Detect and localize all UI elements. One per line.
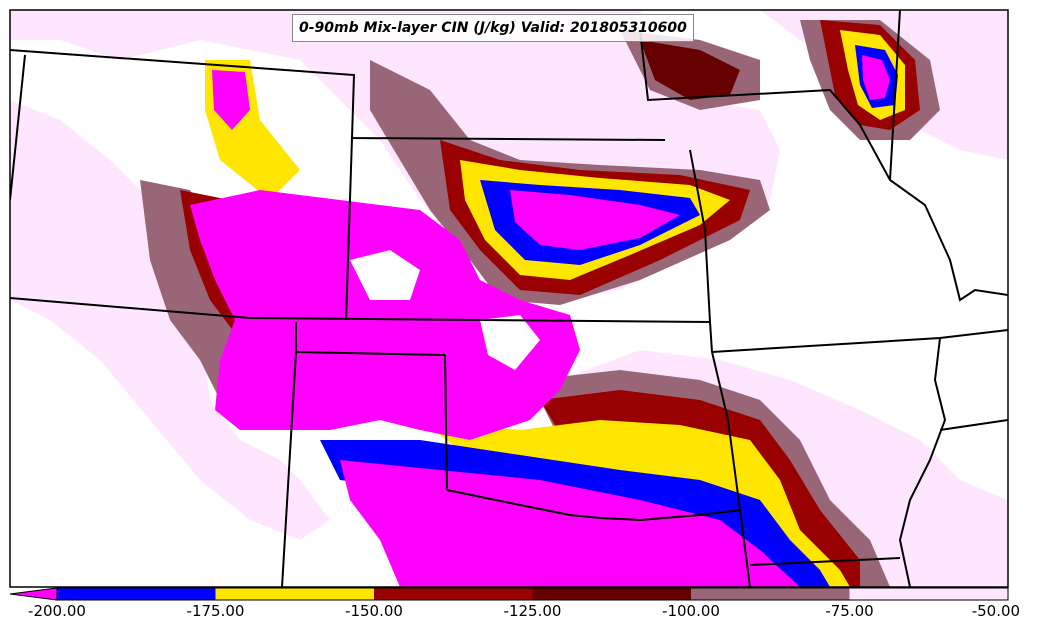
- state-boundaries: [10, 10, 1008, 587]
- colorbar-outline: [56, 587, 1009, 601]
- border-ia-mo: [889, 10, 901, 181]
- colorbar-bin-4: [691, 588, 850, 600]
- colorbar-tick-label: -200.00: [28, 602, 86, 620]
- border-mississippi: [898, 337, 947, 587]
- cin-field-clear-hole-2: [480, 315, 540, 370]
- border-ok-north: [295, 351, 446, 356]
- border-ok-west: [444, 354, 448, 491]
- colorbar: [9, 587, 1009, 601]
- border-ok-east: [711, 351, 751, 587]
- map-title: 0-90mb Mix-layer CIN (J/kg) Valid: 20180…: [292, 14, 694, 42]
- border-ok-panhandle: [281, 322, 297, 587]
- cin-field-magenta-central: [510, 190, 680, 250]
- border-tn-ms: [939, 419, 1008, 431]
- colorbar-tick-label: -75.00: [825, 602, 874, 620]
- colorbar-tick-label: -175.00: [186, 602, 245, 620]
- colorbar-tick-label: -150.00: [345, 602, 403, 620]
- cin-field-magenta-nw: [212, 70, 250, 130]
- border-ks-east: [689, 149, 713, 353]
- map-frame: [9, 9, 1009, 588]
- colorbar-bin-5: [849, 588, 1008, 600]
- colorbar-tick-label: -125.00: [503, 602, 562, 620]
- colorbar-tick-label: -100.00: [662, 602, 720, 620]
- border-ne-east: [639, 29, 1008, 302]
- cin-field-magenta-ne: [862, 55, 890, 100]
- cin-field-clear-hole-1: [350, 250, 420, 300]
- border-co-east: [345, 137, 353, 321]
- border-ut-co: [10, 54, 26, 201]
- colorbar-extend-min: [9, 587, 58, 601]
- border-co-wy-ne-north: [10, 49, 666, 141]
- colorbar-bin-2: [374, 588, 533, 600]
- colorbar-tick-label: -50.00: [971, 602, 1021, 620]
- cin-field-maroon-top: [640, 40, 740, 100]
- cin-field-magenta-main: [190, 190, 580, 440]
- border-nm-co-ks-south: [10, 297, 711, 323]
- border-tx-ok-red-river: [446, 489, 741, 522]
- colorbar-bin-1: [215, 588, 374, 600]
- border-ar-la: [749, 557, 901, 566]
- colorbar-bin-0: [57, 588, 216, 600]
- colorbar-bin-3: [532, 588, 691, 600]
- cin-contour-fields: [10, 10, 1008, 587]
